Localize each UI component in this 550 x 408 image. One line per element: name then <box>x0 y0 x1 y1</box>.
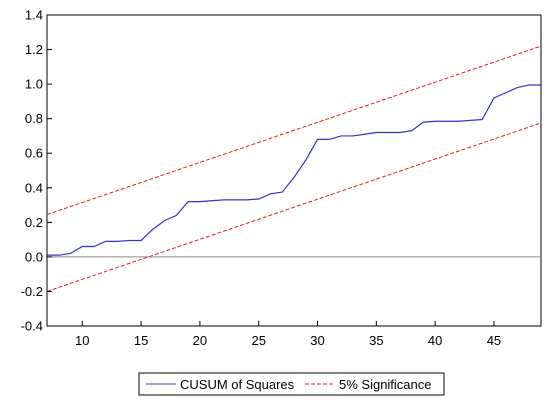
legend: CUSUM of Squares 5% Significance <box>138 372 445 396</box>
x-tick-label: 30 <box>310 333 324 348</box>
y-tick-label: 0.6 <box>25 146 43 161</box>
axis-ticks: -0.4 -0.2 0.0 0.2 0.4 0.6 0.8 1.0 1.2 1.4 10 15 20 25… <box>21 8 502 349</box>
legend-label-significance: 5% Significance <box>339 377 432 392</box>
plot-frame <box>46 14 542 327</box>
plot-area <box>46 14 542 327</box>
y-tick-label: 0.0 <box>25 249 43 264</box>
y-tick-label: -0.4 <box>21 319 43 334</box>
legend-box <box>138 372 445 396</box>
x-tick-label: 25 <box>251 333 265 348</box>
y-tick-label: -0.2 <box>21 284 43 299</box>
y-tick-label: 1.0 <box>25 77 43 92</box>
x-tick-label: 40 <box>428 333 442 348</box>
upper-significance-line <box>46 45 542 216</box>
x-tick-label: 20 <box>193 333 207 348</box>
legend-label-cusum: CUSUM of Squares <box>180 377 295 392</box>
y-tick-label: 1.4 <box>25 8 43 23</box>
lower-significance-line <box>46 122 542 292</box>
x-tick-label: 35 <box>369 333 383 348</box>
y-tick-label: 0.4 <box>25 180 43 195</box>
y-tick-label: 1.2 <box>25 42 43 57</box>
y-tick-label: 0.8 <box>25 111 43 126</box>
cusum-of-squares-line <box>47 84 541 256</box>
x-tick-label: 10 <box>75 333 89 348</box>
x-tick-label: 45 <box>487 333 501 348</box>
y-tick-label: 0.2 <box>25 215 43 230</box>
x-tick-label: 15 <box>134 333 148 348</box>
